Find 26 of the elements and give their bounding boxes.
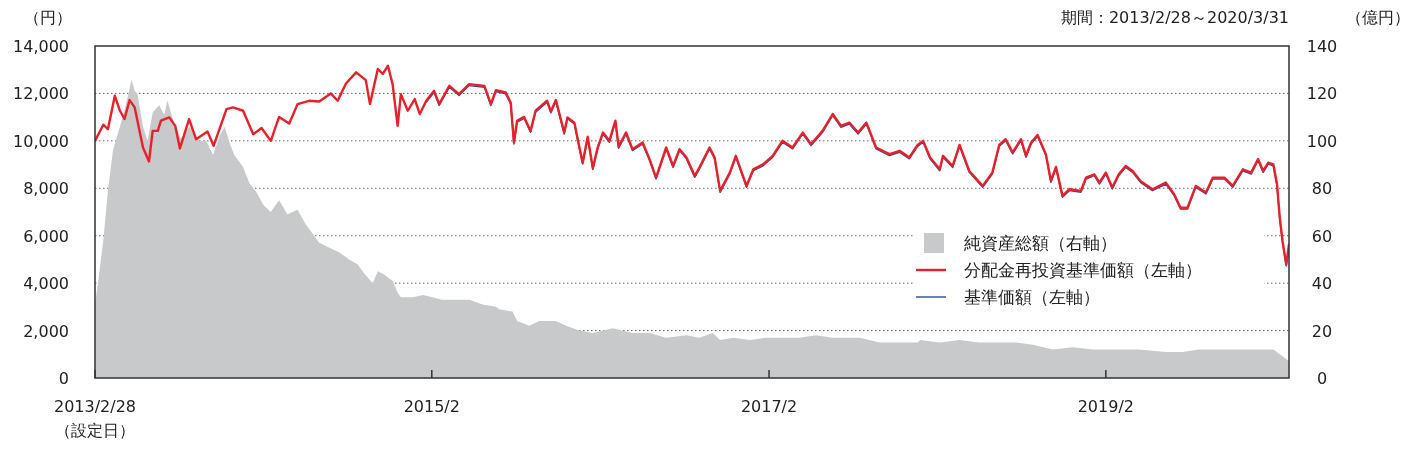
y-axis-title: （円） [24, 8, 72, 27]
legend-label: 基準価額（左軸） [964, 287, 1100, 307]
y-tick-label: 2,000 [23, 321, 69, 341]
y2-tick-label: 20 [1311, 321, 1333, 341]
x-tick-label: 2017/2 [740, 397, 798, 416]
text: 期間：2013/2/28～2020/3/31 [1060, 8, 1289, 27]
y-tick-label: 8,000 [23, 179, 69, 199]
x-tick-label: 2019/2 [1077, 397, 1134, 416]
x-tick-label: 2015/2 [403, 397, 460, 416]
y2-tick-label: 120 [1306, 84, 1338, 104]
y-tick-label: 10,000 [13, 131, 69, 151]
y2-tick-label: 60 [1311, 226, 1333, 246]
y2-axis-title: （億円） [1346, 8, 1410, 27]
y-tick-label: 12,000 [13, 84, 69, 104]
legend-label: 分配金再投資基準価額（左軸） [964, 260, 1202, 280]
y2-tick-label: 0 [1316, 369, 1328, 388]
y2-tick-label: 140 [1306, 37, 1338, 56]
x-tick-label: 2013/2/28 （設定日） [53, 397, 137, 440]
y-tick-label: 6,000 [23, 226, 69, 246]
y-tick-label: 14,000 [13, 37, 69, 56]
y2-tick-label: 40 [1311, 274, 1333, 294]
y-tick-label: 4,000 [23, 274, 69, 294]
y2-tick-label: 80 [1311, 179, 1333, 199]
y2-tick-label: 100 [1306, 131, 1338, 151]
legend-label: 純資産総額（右軸） [964, 233, 1117, 253]
y-tick-label: 0 [58, 369, 69, 388]
